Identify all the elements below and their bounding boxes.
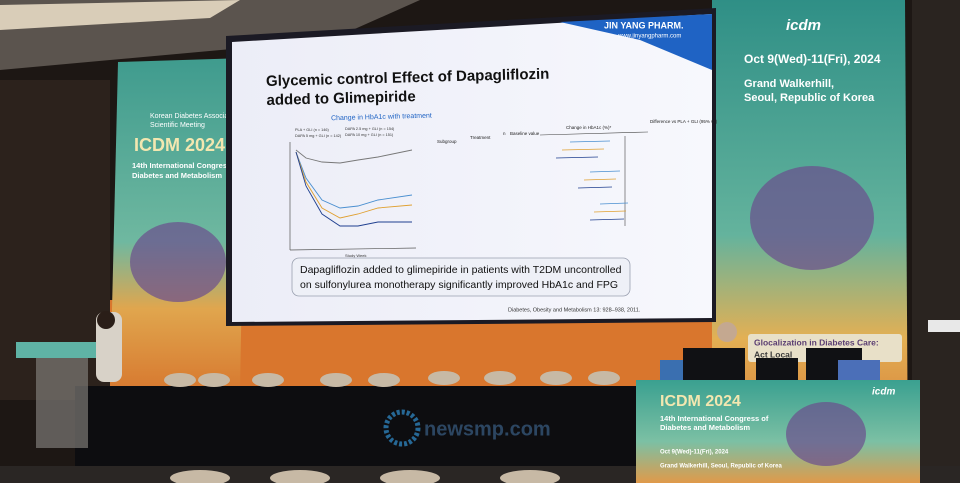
lectern	[36, 358, 88, 448]
chair	[198, 373, 230, 387]
watermark: newsmp.com	[424, 418, 551, 440]
chart-line	[295, 151, 412, 227]
banner-illustration	[750, 166, 874, 270]
forest-ci	[577, 186, 613, 189]
chair	[320, 373, 352, 387]
chart-x-label: Study Week	[345, 253, 367, 258]
podium-illustration	[786, 402, 866, 466]
stage-front	[75, 386, 640, 470]
sign-text: Glocalization in Diabetes Care:	[754, 337, 879, 347]
chair	[368, 373, 400, 387]
panelist	[717, 322, 737, 342]
banner-org: Scientific Meeting	[150, 122, 205, 129]
forest-ci	[593, 210, 627, 213]
slide-title-group: Glycemic control Effect of Dapagliflozin…	[266, 66, 550, 123]
lectern-top	[16, 342, 96, 358]
caption-box	[291, 257, 631, 297]
monitor	[756, 358, 798, 382]
table-header: Change in HbA1c (%)*	[566, 125, 612, 130]
chair	[484, 371, 516, 385]
banner-illustration	[130, 222, 226, 302]
table-header: Difference vs PLA + GLI (95% CI)	[650, 119, 718, 124]
banner-logo: icdm	[786, 17, 821, 34]
slide-brand-band	[560, 14, 712, 70]
forest-ci	[599, 202, 629, 205]
podium-venue: Grand Walkerhill, Seoul, Republic of Kor…	[660, 464, 782, 470]
table-header: Subgroup	[437, 139, 457, 144]
watermark-logo	[383, 409, 421, 447]
chair	[164, 373, 196, 387]
chair	[588, 371, 620, 385]
forest-ci	[583, 178, 617, 181]
slide-table: Subgroup Treatment n Baseline value Chan…	[437, 119, 718, 226]
chair	[500, 470, 560, 483]
chart-legend: DAPA 5 mg + GLI (n = 142)	[295, 134, 342, 138]
table-header: n	[503, 131, 506, 136]
table-rule	[539, 131, 649, 136]
slide-title: added to Glimepiride	[266, 88, 416, 109]
forest-ci	[555, 156, 599, 159]
slide-caption: on sulfonylurea monotherapy significantl…	[300, 279, 618, 291]
wall-light	[928, 320, 960, 332]
monitor	[683, 348, 745, 380]
banner-org: Korean Diabetes Association	[150, 113, 240, 120]
podium-congress: Diabetes and Metabolism	[660, 423, 750, 432]
chart-line	[295, 151, 413, 219]
chart-legend: DAPA 10 mg + GLI (n = 151)	[345, 133, 394, 137]
podium-logo: icdm	[872, 387, 895, 398]
chair	[380, 470, 440, 483]
table-header: Baseline value	[510, 131, 540, 136]
chart-legend: DAPA 2.5 mg + GLI (n = 154)	[345, 127, 395, 131]
chair	[428, 371, 460, 385]
slide	[232, 14, 712, 322]
table-header: Treatment	[470, 135, 491, 140]
slide-subtitle: Change in HbA1c with treatment	[331, 113, 432, 123]
banner-dates: Oct 9(Wed)-11(Fri), 2024	[744, 52, 881, 66]
forest-ci	[589, 170, 621, 173]
speaker	[96, 312, 122, 382]
podium-congress: 14th International Congress of	[660, 414, 769, 423]
podium-dates: Oct 9(Wed)-11(Fri), 2024	[660, 450, 729, 456]
slide-chart: PLA + GLI (n = 146) DAPA 5 mg + GLI (n =…	[289, 127, 417, 258]
chairs	[164, 371, 620, 483]
slide-website: www.jinyangpharm.com	[617, 34, 681, 40]
slide-citation: Diabetes, Obesity and Metabolism 13: 928…	[508, 307, 641, 313]
forest-ci	[561, 148, 605, 151]
chair	[252, 373, 284, 387]
banner-congress: Diabetes and Metabolism	[132, 171, 222, 180]
forest-ci	[569, 140, 611, 143]
podium	[636, 380, 920, 483]
banner-venue: Grand Walkerhill,	[744, 78, 834, 90]
speaker-head	[97, 311, 115, 329]
laptop	[838, 360, 880, 382]
chart-line	[295, 149, 413, 164]
forest-ci	[589, 218, 625, 221]
chart-axis	[289, 247, 417, 251]
banner-event: ICDM 2024	[134, 135, 225, 155]
chart-line	[295, 151, 413, 209]
chair	[170, 470, 230, 483]
slide-brand: JIN YANG PHARM.	[604, 20, 684, 30]
chair	[270, 470, 330, 483]
chair	[540, 371, 572, 385]
sign-text: Act Local	[754, 349, 792, 359]
podium-event: ICDM 2024	[660, 393, 741, 410]
slide-caption: Dapagliflozin added to glimepiride in pa…	[300, 264, 622, 276]
chart-legend: PLA + GLI (n = 146)	[295, 128, 330, 132]
ceiling-light	[0, 0, 240, 30]
banner-congress: 14th International Congress of	[132, 161, 241, 170]
banner-venue: Seoul, Republic of Korea	[744, 92, 875, 104]
